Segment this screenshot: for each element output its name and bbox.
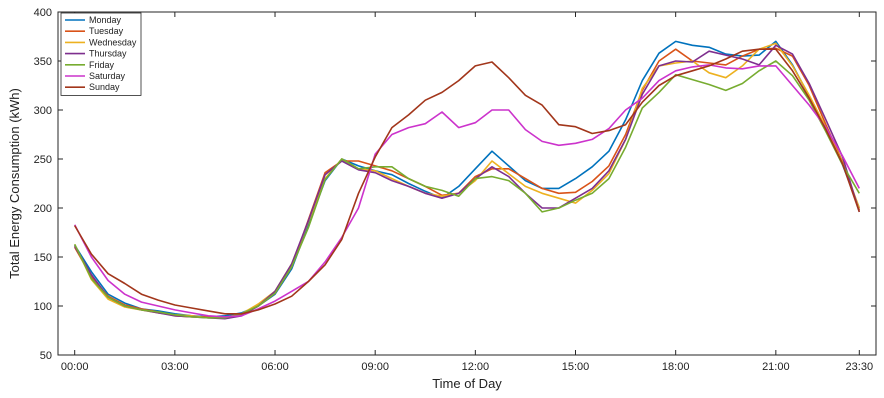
legend-label: Wednesday bbox=[89, 37, 137, 47]
legend-label: Saturday bbox=[89, 71, 126, 81]
x-tick-label: 09:00 bbox=[361, 361, 389, 373]
legend-label: Friday bbox=[89, 60, 115, 70]
y-axis-title: Total Energy Consumption (kWh) bbox=[7, 88, 22, 279]
y-tick-label: 250 bbox=[34, 154, 52, 166]
y-tick-label: 200 bbox=[34, 203, 52, 215]
y-tick-label: 300 bbox=[34, 105, 52, 117]
x-tick-label: 23:30 bbox=[846, 361, 874, 373]
y-tick-label: 50 bbox=[40, 350, 52, 362]
x-tick-label: 03:00 bbox=[161, 361, 189, 373]
x-tick-label: 00:00 bbox=[61, 361, 89, 373]
x-tick-label: 15:00 bbox=[562, 361, 590, 373]
series-line-saturday bbox=[73, 64, 861, 318]
series-line-sunday bbox=[74, 48, 861, 315]
legend-label: Sunday bbox=[89, 82, 120, 92]
x-tick-label: 21:00 bbox=[762, 361, 790, 373]
legend-label: Thursday bbox=[89, 49, 127, 59]
y-tick-label: 400 bbox=[34, 7, 52, 19]
y-tick-label: 100 bbox=[34, 301, 52, 313]
series-layer bbox=[73, 40, 861, 320]
x-tick-label: 06:00 bbox=[261, 361, 289, 373]
y-tick-label: 150 bbox=[34, 252, 52, 264]
legend-label: Monday bbox=[89, 15, 122, 25]
x-tick-label: 18:00 bbox=[662, 361, 690, 373]
legend-label: Tuesday bbox=[89, 26, 124, 36]
x-axis: 00:00 03:00 06:00 09:00 12:00 15:00 18:00 21:00… bbox=[61, 12, 873, 373]
series-line-friday bbox=[73, 60, 860, 319]
y-tick-label: 350 bbox=[34, 56, 52, 68]
x-axis-title: Time of Day bbox=[432, 376, 502, 391]
x-tick-label: 12:00 bbox=[462, 361, 490, 373]
